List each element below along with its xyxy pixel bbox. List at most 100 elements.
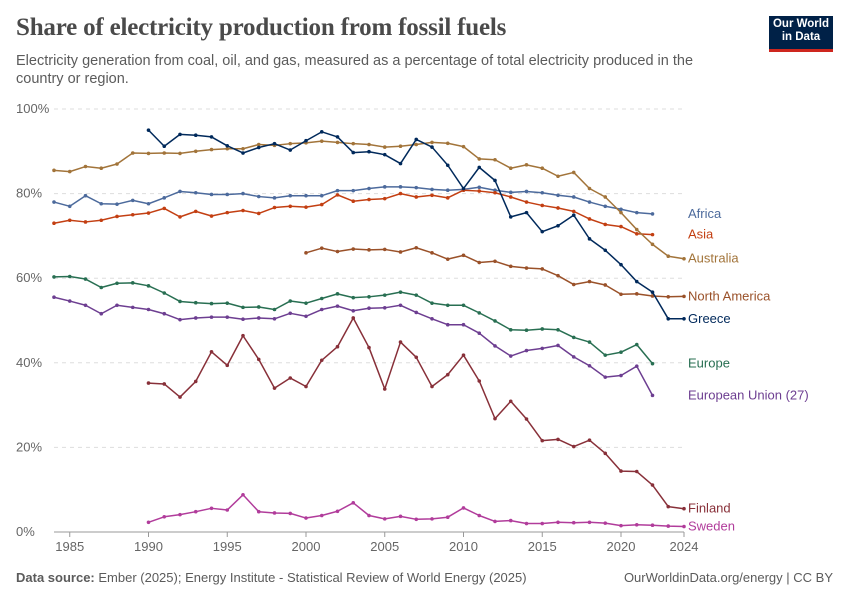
series-greece[interactable] <box>146 128 686 321</box>
data-point <box>335 193 340 197</box>
data-point <box>335 304 340 308</box>
series-label-greece[interactable]: Greece <box>688 311 731 326</box>
data-point <box>319 139 324 143</box>
data-point <box>335 188 340 193</box>
data-point <box>587 438 592 443</box>
data-point <box>146 151 151 156</box>
data-point <box>477 331 482 335</box>
data-point <box>256 211 261 216</box>
data-point <box>193 209 198 214</box>
data-point <box>256 194 261 199</box>
series-line-finland[interactable] <box>148 317 685 510</box>
series-labels: Africa Asia Australia North America Greece Eu… <box>688 206 809 534</box>
data-point <box>571 213 576 217</box>
data-point <box>193 149 198 154</box>
data-point <box>178 189 182 194</box>
series-label-africa[interactable]: Africa <box>688 206 722 221</box>
data-point <box>508 215 513 219</box>
series-line-europe[interactable] <box>53 275 654 365</box>
data-point <box>178 132 182 137</box>
data-point <box>508 399 513 404</box>
data-point <box>225 301 230 305</box>
series-europe[interactable] <box>52 274 655 366</box>
data-point <box>508 195 513 199</box>
data-point <box>524 328 529 333</box>
series-asia[interactable] <box>52 188 655 237</box>
series-european-union-27[interactable] <box>52 295 655 398</box>
data-point <box>461 506 466 510</box>
data-point <box>382 152 387 157</box>
data-source-note: Data source: Ember (2025); Energy Instit… <box>16 570 527 585</box>
series-label-finland[interactable]: Finland <box>688 501 731 516</box>
data-point <box>524 521 529 526</box>
x-tick-label: 2005 <box>370 539 399 554</box>
data-point <box>414 355 419 360</box>
data-point <box>225 210 230 215</box>
data-point <box>430 187 434 192</box>
series-finland[interactable] <box>146 316 686 511</box>
source-link[interactable]: OurWorldinData.org/energy | CC BY <box>623 570 833 585</box>
data-point <box>272 511 277 515</box>
series-sweden[interactable] <box>146 492 686 529</box>
data-point <box>319 358 324 363</box>
series-label-north-america[interactable]: North America <box>688 288 771 303</box>
data-point <box>351 295 356 300</box>
series-australia[interactable] <box>52 139 686 261</box>
data-point <box>225 146 230 151</box>
series-line-asia[interactable] <box>53 189 653 236</box>
data-point <box>682 256 686 261</box>
data-point <box>477 379 482 383</box>
data-point <box>619 373 623 378</box>
data-point <box>209 506 214 511</box>
data-point <box>193 300 198 305</box>
data-point <box>650 232 655 237</box>
data-point <box>256 145 261 150</box>
data-point <box>52 200 56 204</box>
data-point <box>477 165 482 170</box>
series-label-asia[interactable]: Asia <box>688 227 714 242</box>
data-point <box>493 519 497 524</box>
data-point <box>619 224 623 229</box>
series-north-america[interactable] <box>304 245 686 299</box>
data-point <box>493 188 497 193</box>
data-point <box>556 273 560 278</box>
data-point <box>634 210 639 215</box>
data-point <box>634 364 639 368</box>
data-point <box>587 186 592 191</box>
data-point <box>430 251 434 255</box>
data-point <box>603 283 608 287</box>
x-tick-label: 1985 <box>55 539 84 554</box>
series-africa[interactable] <box>52 185 655 216</box>
data-point <box>52 275 56 279</box>
owid-logo[interactable]: Our World in Data <box>769 16 833 52</box>
x-tick-label: 2024 <box>670 539 699 554</box>
data-point <box>351 316 356 320</box>
data-point <box>603 353 608 357</box>
data-point <box>493 178 497 183</box>
data-point <box>241 191 245 196</box>
data-point <box>634 523 639 527</box>
series-label-sweden[interactable]: Sweden <box>688 519 735 534</box>
data-point <box>162 382 167 386</box>
data-point <box>130 198 135 203</box>
data-point <box>619 210 623 215</box>
data-point <box>83 164 88 169</box>
x-tick-label: 2020 <box>607 539 636 554</box>
data-point <box>130 212 135 217</box>
data-point <box>319 202 324 207</box>
data-point <box>556 328 560 332</box>
data-point <box>335 509 340 514</box>
data-point <box>430 140 434 145</box>
data-point <box>666 295 671 299</box>
series-label-europe[interactable]: Europe <box>688 356 730 371</box>
data-point <box>130 305 135 310</box>
data-point <box>67 274 72 279</box>
data-point <box>477 189 482 193</box>
data-point <box>571 520 576 525</box>
y-tick-label: 60% <box>16 270 42 285</box>
data-point <box>225 192 230 197</box>
data-point <box>603 222 608 227</box>
series-label-australia[interactable]: Australia <box>688 251 739 266</box>
series-label-european-union-27[interactable]: European Union (27) <box>688 387 809 402</box>
data-point <box>367 513 371 518</box>
